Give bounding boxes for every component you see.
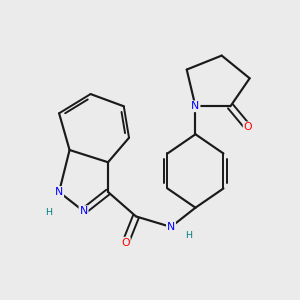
Text: N: N — [167, 222, 175, 232]
Text: N: N — [191, 101, 200, 111]
Text: O: O — [244, 122, 252, 132]
Text: N: N — [80, 206, 88, 216]
Text: O: O — [121, 238, 130, 248]
Text: N: N — [55, 187, 63, 197]
Text: H: H — [185, 231, 192, 240]
Text: H: H — [45, 208, 52, 217]
